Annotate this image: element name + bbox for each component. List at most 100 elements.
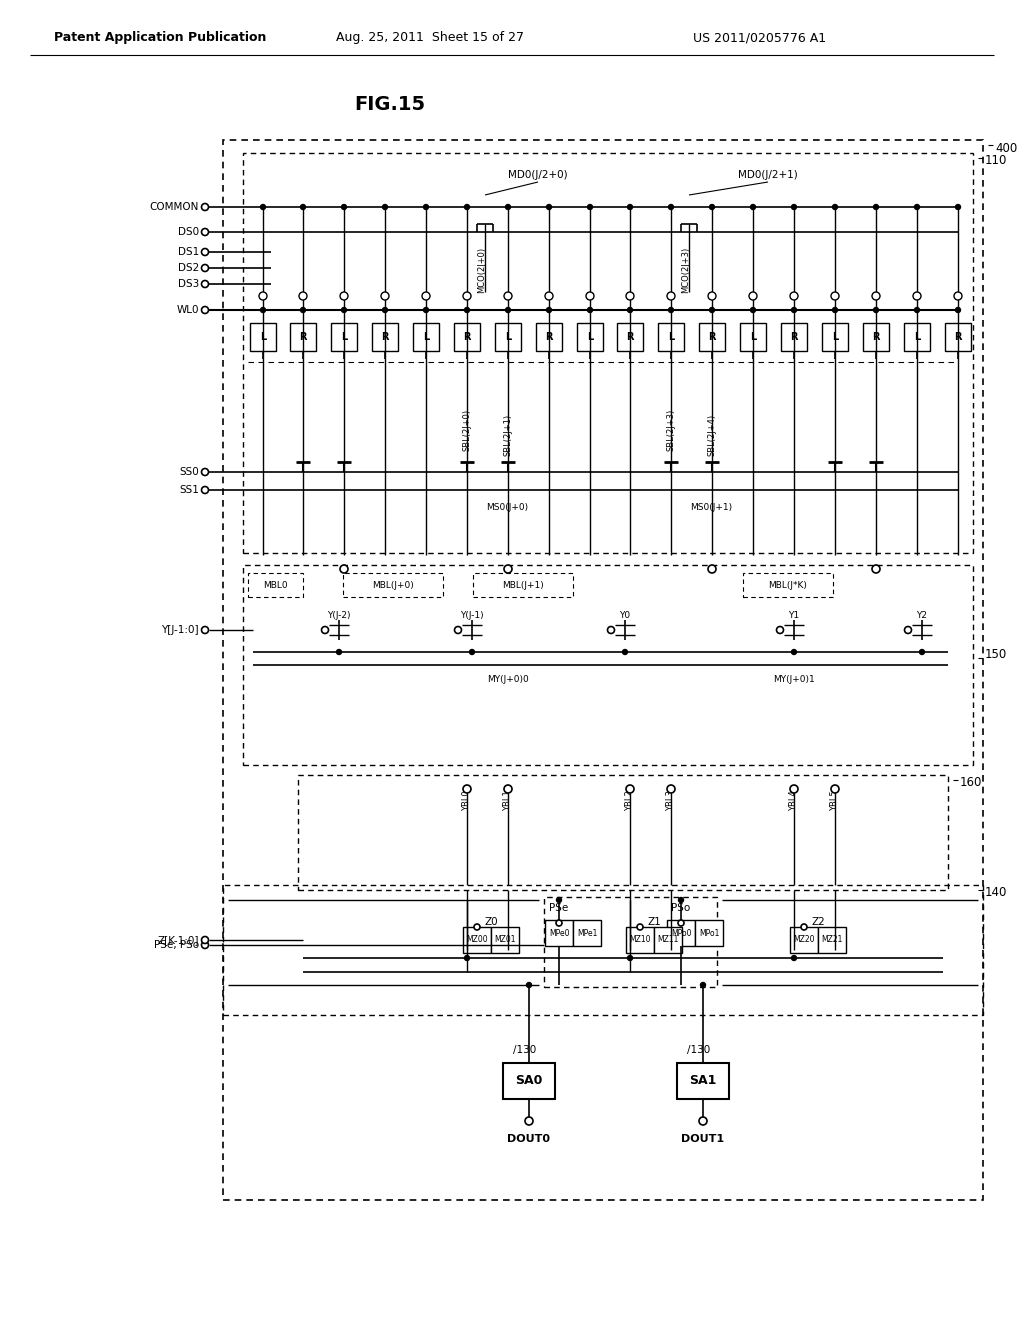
Circle shape	[914, 308, 920, 313]
Circle shape	[504, 565, 512, 573]
Circle shape	[469, 649, 474, 655]
Text: MZ00: MZ00	[466, 936, 487, 945]
Text: MY(J+0)0: MY(J+0)0	[487, 675, 528, 684]
Circle shape	[526, 982, 531, 987]
Text: YBL4: YBL4	[790, 791, 799, 812]
Bar	[490, 927, 519, 953]
Text: MPe1: MPe1	[577, 928, 597, 937]
Text: 140: 140	[985, 887, 1008, 899]
Text: US 2011/0205776 A1: US 2011/0205776 A1	[693, 32, 826, 45]
Text: PSe: PSe	[549, 903, 568, 913]
Bar	[223, 884, 983, 1015]
Text: MY(J+0)1: MY(J+0)1	[773, 675, 815, 684]
Text: /130: /130	[513, 1045, 537, 1055]
Text: MZ21: MZ21	[821, 936, 843, 945]
Circle shape	[202, 281, 209, 288]
Circle shape	[710, 308, 715, 313]
Text: DS1: DS1	[178, 247, 199, 257]
Circle shape	[708, 292, 716, 300]
Circle shape	[628, 956, 633, 961]
Text: COMMON: COMMON	[150, 202, 199, 213]
Circle shape	[341, 308, 346, 313]
Text: L: L	[913, 333, 921, 342]
Circle shape	[465, 956, 469, 961]
Circle shape	[383, 205, 387, 210]
Text: PSe, PSo: PSe, PSo	[154, 940, 199, 950]
Text: L: L	[423, 333, 429, 342]
Circle shape	[202, 941, 209, 949]
Circle shape	[872, 292, 880, 300]
Circle shape	[872, 565, 880, 573]
Text: SA0: SA0	[515, 1074, 543, 1088]
Text: R: R	[627, 333, 634, 342]
Text: R: R	[463, 333, 471, 342]
Bar	[904, 323, 930, 351]
Text: 110: 110	[985, 154, 1008, 168]
Bar	[945, 323, 971, 351]
Text: MPe0: MPe0	[549, 928, 569, 937]
Circle shape	[202, 469, 209, 475]
Circle shape	[751, 308, 756, 313]
Circle shape	[547, 308, 552, 313]
Circle shape	[955, 205, 961, 210]
Circle shape	[792, 956, 797, 961]
Bar	[463, 927, 490, 953]
Bar	[695, 920, 723, 946]
Text: R: R	[872, 333, 880, 342]
Text: DOUT1: DOUT1	[681, 1134, 725, 1144]
Circle shape	[465, 308, 469, 313]
Circle shape	[669, 205, 674, 210]
Text: MS0(J+1): MS0(J+1)	[690, 503, 732, 512]
Text: SBL(2J+1): SBL(2J+1)	[504, 414, 512, 457]
Circle shape	[300, 308, 305, 313]
Circle shape	[340, 292, 348, 300]
Circle shape	[586, 292, 594, 300]
Text: Z1: Z1	[647, 917, 660, 927]
Circle shape	[699, 1117, 707, 1125]
Circle shape	[422, 292, 430, 300]
Bar	[818, 927, 846, 953]
Text: R: R	[954, 333, 962, 342]
Circle shape	[751, 205, 756, 210]
Circle shape	[504, 785, 512, 793]
Text: MD0(J/2+0): MD0(J/2+0)	[508, 170, 568, 180]
Circle shape	[525, 1117, 534, 1125]
Circle shape	[465, 205, 469, 210]
Bar	[545, 920, 573, 946]
Bar	[781, 323, 807, 351]
Text: Y[J-1:0]: Y[J-1:0]	[162, 624, 199, 635]
Circle shape	[790, 785, 798, 793]
Circle shape	[749, 292, 757, 300]
Circle shape	[300, 205, 305, 210]
Bar	[863, 323, 889, 351]
Circle shape	[556, 920, 562, 927]
Circle shape	[833, 205, 838, 210]
Circle shape	[873, 205, 879, 210]
Circle shape	[381, 292, 389, 300]
Text: MBL(J*K): MBL(J*K)	[769, 581, 808, 590]
Bar	[617, 323, 643, 351]
Text: Y(J-1): Y(J-1)	[460, 611, 483, 620]
Circle shape	[202, 627, 209, 634]
Text: MZ11: MZ11	[657, 936, 679, 945]
Bar	[495, 323, 521, 351]
Circle shape	[790, 292, 798, 300]
Circle shape	[260, 205, 265, 210]
Circle shape	[628, 308, 633, 313]
Text: Y0: Y0	[620, 611, 631, 620]
Text: MCO(2J+3): MCO(2J+3)	[682, 247, 690, 293]
Circle shape	[913, 292, 921, 300]
Circle shape	[556, 898, 561, 903]
Text: SS1: SS1	[179, 484, 199, 495]
Bar	[243, 153, 973, 553]
Circle shape	[637, 924, 643, 931]
Text: SBL(2J+0): SBL(2J+0)	[463, 409, 471, 451]
Circle shape	[678, 920, 684, 927]
Circle shape	[202, 936, 209, 944]
Bar	[331, 323, 357, 351]
Text: MS0(J+0): MS0(J+0)	[486, 503, 528, 512]
Bar	[544, 898, 717, 987]
Circle shape	[322, 627, 329, 634]
Circle shape	[202, 487, 209, 494]
Circle shape	[667, 292, 675, 300]
